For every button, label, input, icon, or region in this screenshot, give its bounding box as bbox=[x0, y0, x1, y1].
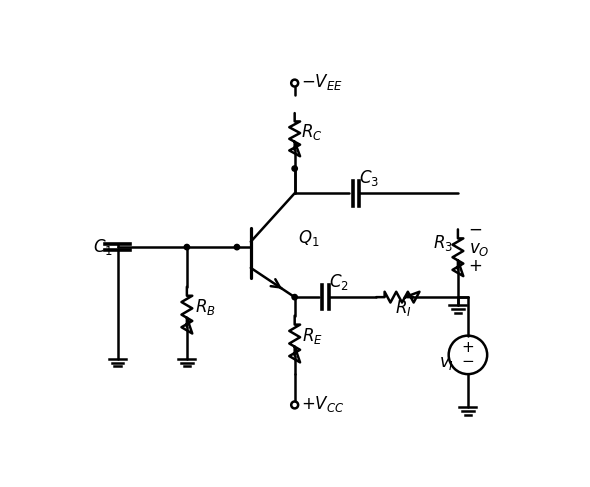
Text: $C_3$: $C_3$ bbox=[359, 168, 379, 188]
Text: $C_1$: $C_1$ bbox=[93, 237, 113, 257]
Text: $R_3$: $R_3$ bbox=[433, 233, 453, 253]
Text: $v_O$: $v_O$ bbox=[468, 241, 489, 259]
Text: $v_I$: $v_I$ bbox=[438, 354, 454, 372]
Text: −: − bbox=[468, 221, 482, 238]
Text: −: − bbox=[462, 355, 474, 369]
Circle shape bbox=[234, 244, 240, 250]
Circle shape bbox=[292, 295, 297, 300]
Text: +: + bbox=[468, 257, 482, 275]
Text: $R_B$: $R_B$ bbox=[195, 297, 215, 317]
Text: $-V_{EE}$: $-V_{EE}$ bbox=[301, 72, 343, 93]
Circle shape bbox=[184, 244, 189, 250]
Text: +: + bbox=[462, 340, 474, 356]
Circle shape bbox=[292, 166, 297, 171]
Text: $R_E$: $R_E$ bbox=[302, 326, 323, 346]
Text: $Q_1$: $Q_1$ bbox=[298, 228, 319, 248]
Text: $R_C$: $R_C$ bbox=[301, 122, 323, 142]
Text: $+V_{CC}$: $+V_{CC}$ bbox=[301, 394, 345, 414]
Text: $R_I$: $R_I$ bbox=[395, 298, 411, 318]
Text: $C_2$: $C_2$ bbox=[329, 272, 349, 292]
